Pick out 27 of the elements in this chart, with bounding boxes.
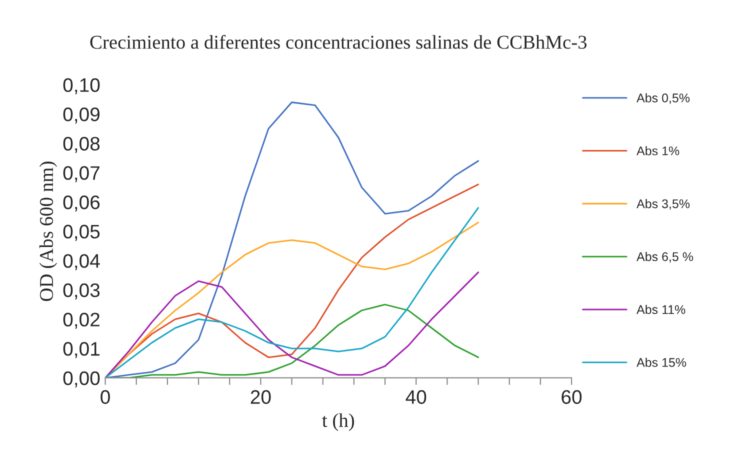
x-axis-title: t (h) bbox=[322, 413, 354, 431]
line-series bbox=[105, 102, 480, 378]
y-tick-label: 0,02 bbox=[63, 312, 100, 329]
y-tick-label: 0,05 bbox=[63, 224, 100, 241]
x-tick-label: 0 bbox=[100, 390, 110, 404]
x-tick-label: 60 bbox=[562, 390, 582, 404]
legend-label: Abs 11% bbox=[636, 304, 686, 314]
y-tick-label: 0,09 bbox=[63, 108, 100, 124]
legend-label: Abs 6,5 % bbox=[636, 252, 694, 263]
x-tick-label: 40 bbox=[406, 390, 426, 404]
y-tick-label: 0,06 bbox=[63, 195, 100, 212]
y-tick-label: 0,01 bbox=[63, 342, 100, 358]
legend-label: Abs 1% bbox=[636, 146, 680, 156]
y-tick-label: 0,03 bbox=[63, 283, 100, 300]
chart-title: Crecimiento a diferentes concentraciones salinas de CCBhMc-3 bbox=[90, 34, 587, 49]
y-tick-label: 0,00 bbox=[63, 371, 100, 388]
y-tick-label: 0,07 bbox=[63, 166, 100, 182]
x-tick-label: 20 bbox=[250, 390, 271, 404]
y-tick-label: 0,08 bbox=[63, 136, 100, 153]
y-tick-label: 0,10 bbox=[63, 78, 100, 94]
legend-label: Abs 0,5% bbox=[636, 93, 690, 104]
y-tick-label: 0,04 bbox=[63, 254, 100, 270]
line-series bbox=[105, 272, 480, 378]
legend-label: Abs 3,5% bbox=[636, 199, 690, 210]
legend-label: Abs 15% bbox=[636, 358, 686, 367]
line-series bbox=[105, 304, 480, 378]
y-axis-title: OD (Abs 600 nm) bbox=[39, 162, 58, 301]
